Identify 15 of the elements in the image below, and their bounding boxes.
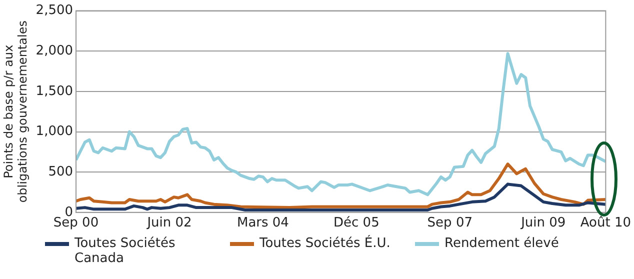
y-tick-label: 1,000 [36, 124, 74, 140]
y-tick-label: 2,000 [36, 43, 74, 58]
x-tick-label: Mars 04 [236, 216, 289, 231]
y-tick-label: 1,500 [36, 84, 74, 99]
legend-label: Toutes Sociétés É.U. [260, 236, 390, 251]
y-tick-label: 500 [48, 164, 74, 180]
x-tick-label: Déc 05 [334, 216, 380, 231]
legend-label: Toutes Sociétés Canada [74, 236, 176, 266]
x-tick-label: Juin 09 [520, 216, 566, 231]
x-tick-label: Sep 07 [427, 216, 472, 231]
x-tick-label: Juin 02 [146, 216, 192, 231]
legend-label: Rendement élevé [444, 236, 559, 251]
y-axis-title: Points de base p/r aux obligations gouvernementales [1, 20, 30, 203]
y-tick-label: 2,500 [36, 3, 74, 18]
x-tick-label: Août 10 [580, 216, 632, 231]
